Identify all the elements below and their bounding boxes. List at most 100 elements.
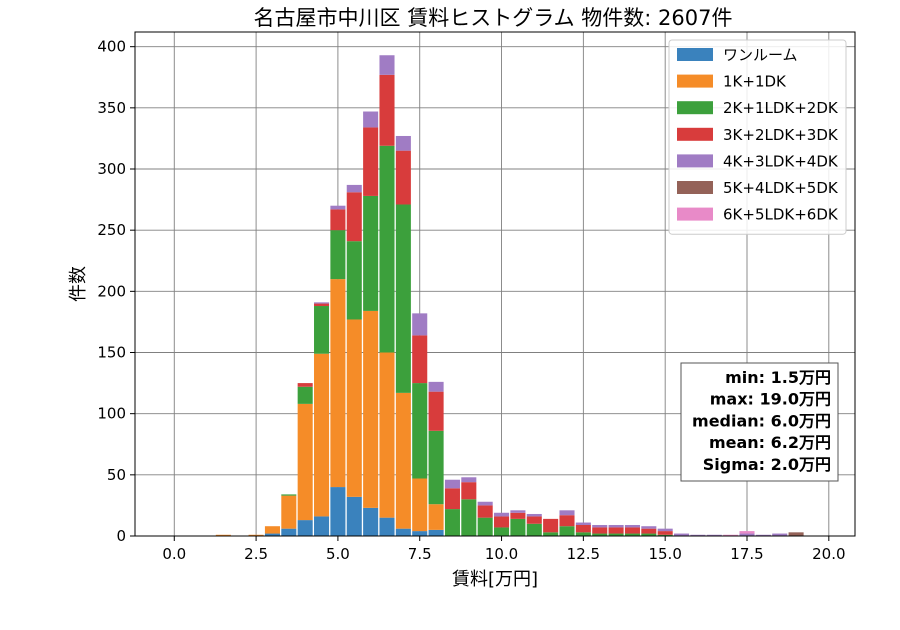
bar-segment xyxy=(346,241,362,320)
bar-segment xyxy=(346,496,362,536)
bar-segment xyxy=(314,306,330,354)
bar-segment xyxy=(739,533,755,536)
bar-segment xyxy=(428,504,444,530)
bar-segment xyxy=(510,510,526,513)
bar-segment xyxy=(297,386,313,404)
bar-segment xyxy=(461,499,477,536)
legend: ワンルーム 1K+1DK 2K+1LDK+2DK 3K+2LDK+3DK 4K+3LDK… xyxy=(668,39,847,235)
legend-swatch xyxy=(677,207,713,221)
y-tick-label: 350 xyxy=(97,99,126,117)
bar-segment xyxy=(412,531,428,536)
bar-segment xyxy=(444,479,460,489)
bar-segment xyxy=(395,135,411,151)
bar-segment xyxy=(674,533,690,536)
y-tick-label: 300 xyxy=(97,160,126,178)
bar-segment xyxy=(428,430,444,505)
bar-segment xyxy=(363,310,379,508)
bar-segment xyxy=(641,526,657,529)
y-tick-label: 250 xyxy=(97,221,126,239)
bar-segment xyxy=(494,527,510,536)
y-tick-label: 50 xyxy=(107,466,126,484)
bar-segment xyxy=(379,517,395,536)
bar-segment xyxy=(624,527,640,534)
x-tick-label: 17.5 xyxy=(730,545,763,563)
stats-box: min: 1.5万円 max: 19.0万円 median: 6.0万円 mean: … xyxy=(680,362,839,482)
x-tick-label: 7.5 xyxy=(408,545,432,563)
bar-segment xyxy=(788,532,804,536)
bar-segment xyxy=(379,55,395,75)
bar-segment xyxy=(363,111,379,128)
bar-segment xyxy=(575,522,591,525)
x-tick-label: 0.0 xyxy=(162,545,186,563)
bar-segment xyxy=(706,534,722,536)
bar-segment xyxy=(363,127,379,196)
bar-segment xyxy=(395,204,411,393)
y-axis-ticks: 0 50 100 150 200 250 300 350 400 xyxy=(97,38,135,545)
bar-segment xyxy=(608,527,624,534)
x-tick-label: 20.0 xyxy=(812,545,845,563)
x-axis-ticks: 0.0 2.5 5.0 7.5 10.0 12.5 15.0 17.5 20.0 xyxy=(162,536,846,563)
bar-segment xyxy=(330,279,346,488)
bar-segment xyxy=(412,335,428,384)
grid-lines xyxy=(135,32,855,537)
bar-segment xyxy=(297,520,313,536)
bar-segment xyxy=(412,478,428,532)
bar-segment xyxy=(314,302,330,304)
bar-segment xyxy=(346,192,362,242)
bar-segment xyxy=(363,195,379,311)
bar-segment xyxy=(314,516,330,536)
bar-segment xyxy=(314,303,330,307)
legend-label: 1K+1DK xyxy=(723,73,787,91)
bar-segment xyxy=(723,534,739,536)
bar-segment xyxy=(624,524,640,528)
bar-segment xyxy=(624,533,640,536)
legend-label: 5K+4LDK+5DK xyxy=(723,179,839,197)
bar-segment xyxy=(477,505,493,518)
bar-segment xyxy=(330,487,346,536)
plot-frame xyxy=(134,31,856,537)
bar-segment xyxy=(395,528,411,536)
bar-segment xyxy=(264,526,280,534)
bar-segment xyxy=(543,518,559,533)
bar-segment xyxy=(314,353,330,517)
legend-swatch xyxy=(677,74,713,88)
bar-segment xyxy=(346,184,362,193)
bar-segment xyxy=(264,533,280,536)
bar-segment xyxy=(477,517,493,536)
bar-segment xyxy=(575,532,591,536)
stats-line: max: 19.0万円 xyxy=(710,390,831,409)
bar-segment xyxy=(641,533,657,536)
stats-box-frame xyxy=(680,362,839,482)
bar-segment xyxy=(461,477,477,483)
bar-segment xyxy=(330,209,346,231)
bar-segment xyxy=(526,513,542,517)
bar-segment xyxy=(281,528,297,536)
bar-segment xyxy=(379,352,395,518)
bar-segment xyxy=(641,528,657,534)
bar-segment xyxy=(297,383,313,387)
bar-segment xyxy=(477,501,493,506)
legend-swatch xyxy=(677,127,713,141)
bar-segment xyxy=(412,383,428,479)
bar-segment xyxy=(510,518,526,536)
bar-segment xyxy=(281,494,297,496)
bar-segment xyxy=(330,205,346,210)
bar-segment xyxy=(444,509,460,536)
bar-segment xyxy=(608,533,624,536)
legend-swatch xyxy=(677,101,713,115)
x-tick-label: 15.0 xyxy=(648,545,681,563)
bar-segment xyxy=(444,488,460,510)
bar-segment xyxy=(297,403,313,521)
stats-line: min: 1.5万円 xyxy=(725,368,831,387)
bar-segment xyxy=(379,74,395,146)
bar-segment xyxy=(510,512,526,519)
bar-segment xyxy=(526,523,542,536)
bar-segment xyxy=(395,392,411,529)
y-tick-label: 100 xyxy=(97,405,126,423)
legend-label: 2K+1LDK+2DK xyxy=(723,99,839,117)
bar-segment xyxy=(690,534,706,536)
bar-segment xyxy=(428,529,444,536)
bar-segment xyxy=(657,534,673,536)
y-tick-label: 400 xyxy=(97,38,126,56)
